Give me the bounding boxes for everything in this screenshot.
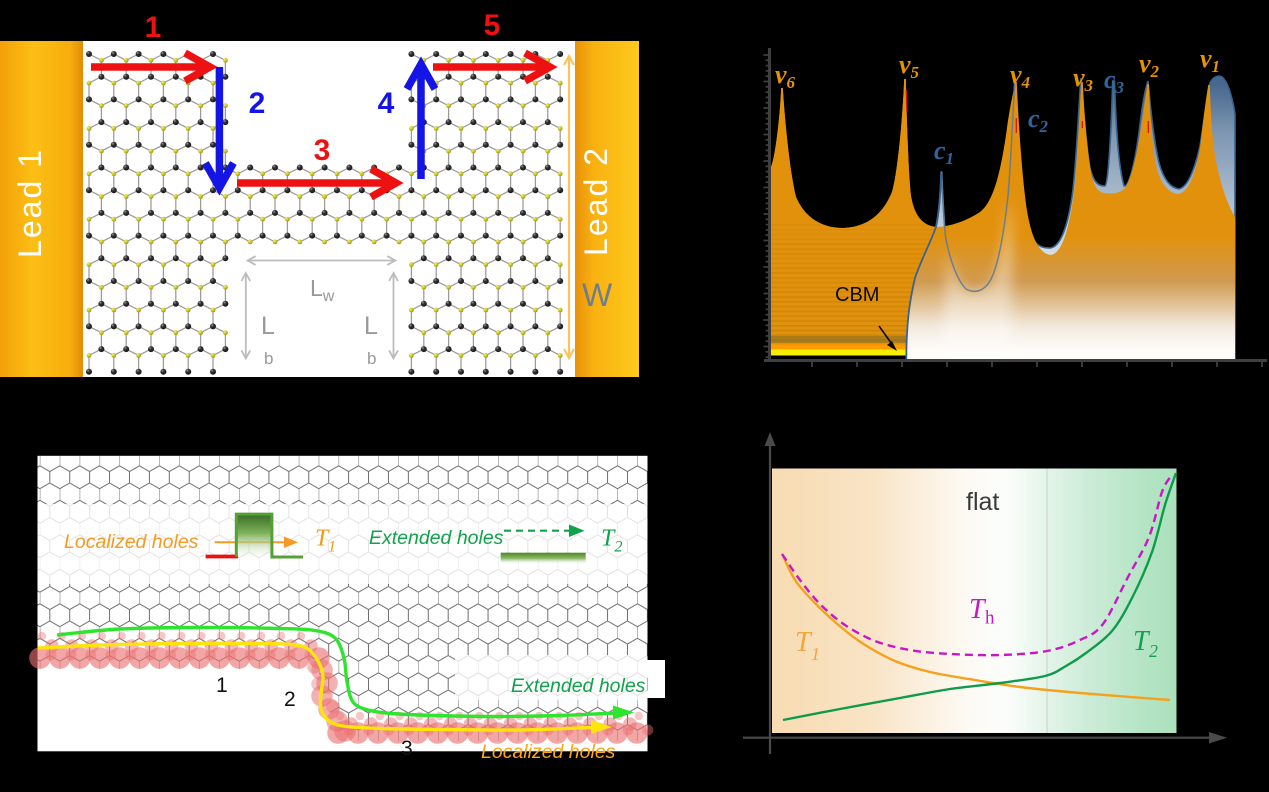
svg-text:Lead 2: Lead 2 xyxy=(578,146,614,256)
svg-text:1: 1 xyxy=(145,11,162,44)
svg-text:W: W xyxy=(582,277,613,313)
svg-text:2: 2 xyxy=(284,688,296,711)
svg-text:T: T xyxy=(601,526,616,552)
svg-text:Localized holes: Localized holes xyxy=(64,531,199,553)
svg-text:T: T xyxy=(315,526,330,552)
svg-text:b: b xyxy=(264,349,273,368)
svg-text:b: b xyxy=(367,349,376,368)
svg-text:1: 1 xyxy=(216,674,228,697)
svg-text:h: h xyxy=(985,608,995,629)
svg-text:Extended holes: Extended holes xyxy=(511,675,646,697)
svg-text:5: 5 xyxy=(484,9,501,42)
svg-text:1: 1 xyxy=(328,539,336,556)
svg-text:T: T xyxy=(969,594,987,625)
svg-text:2: 2 xyxy=(1149,641,1158,661)
svg-text:L: L xyxy=(364,312,378,340)
svg-text:L: L xyxy=(261,312,275,340)
svg-text:2: 2 xyxy=(615,539,623,556)
svg-text:T: T xyxy=(795,627,813,658)
svg-text:flat: flat xyxy=(966,488,999,516)
svg-text:4: 4 xyxy=(378,87,395,120)
svg-text:T: T xyxy=(1133,626,1151,657)
svg-text:1: 1 xyxy=(811,644,820,664)
svg-text:3: 3 xyxy=(314,134,331,167)
svg-text:Lead 1: Lead 1 xyxy=(12,148,48,258)
svg-text:Localized holes: Localized holes xyxy=(481,741,616,763)
svg-text:3: 3 xyxy=(401,737,413,760)
svg-text:Extended holes: Extended holes xyxy=(369,527,504,549)
svg-text:2: 2 xyxy=(249,87,266,120)
svg-text:CBM: CBM xyxy=(835,284,879,306)
